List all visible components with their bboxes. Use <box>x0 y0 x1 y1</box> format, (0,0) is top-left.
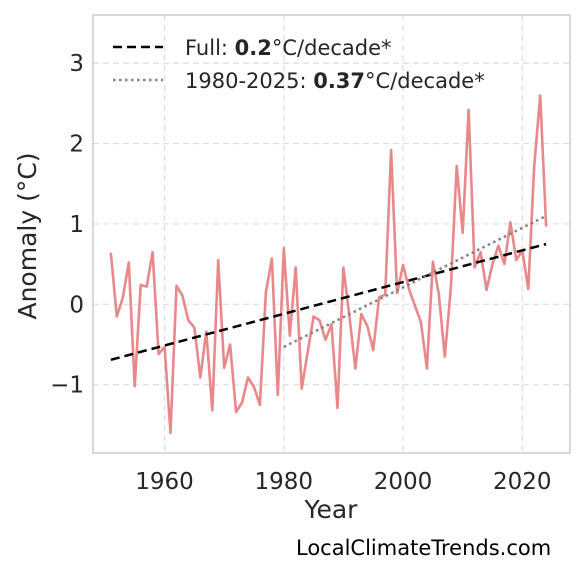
x-tick-label: 2000 <box>374 469 433 495</box>
y-tick-label: −1 <box>50 373 84 399</box>
y-tick-labels: −1 0 1 2 3 <box>50 51 84 398</box>
legend-recent-suffix: °C/decade* <box>365 69 485 93</box>
x-tick-labels: 1960 1980 2000 2020 <box>135 469 551 495</box>
trend-line-full <box>110 242 547 361</box>
data-series <box>109 94 548 435</box>
plot-frame <box>92 14 571 454</box>
y-axis-title: Anomaly (°C) <box>13 152 42 319</box>
y-tick-label: 1 <box>69 212 84 238</box>
legend-recent-value: 0.37 <box>313 69 365 93</box>
y-tick-label: 0 <box>69 292 84 318</box>
legend-label-recent: 1980-2025: 0.37°C/decade* <box>185 69 485 93</box>
series-line <box>109 94 548 435</box>
legend-full-suffix: °C/decade* <box>272 36 392 60</box>
x-tick-label: 2020 <box>493 469 552 495</box>
legend-recent-prefix: 1980-2025: <box>185 69 313 93</box>
watermark: LocalClimateTrends.com <box>296 536 552 560</box>
y-tick-label: 3 <box>69 51 84 77</box>
grid <box>93 15 570 453</box>
x-tick-label: 1960 <box>135 469 194 495</box>
x-axis-title: Year <box>304 495 359 524</box>
legend-full-prefix: Full: <box>185 36 235 60</box>
legend: Full: 0.2°C/decade* 1980-2025: 0.37°C/de… <box>113 36 485 93</box>
trend-line-recent <box>283 214 547 349</box>
legend-label-full: Full: 0.2°C/decade* <box>185 36 392 60</box>
trend-lines <box>110 214 547 361</box>
legend-full-value: 0.2 <box>235 36 272 60</box>
y-tick-label: 2 <box>69 132 84 158</box>
x-tick-label: 1980 <box>255 469 314 495</box>
